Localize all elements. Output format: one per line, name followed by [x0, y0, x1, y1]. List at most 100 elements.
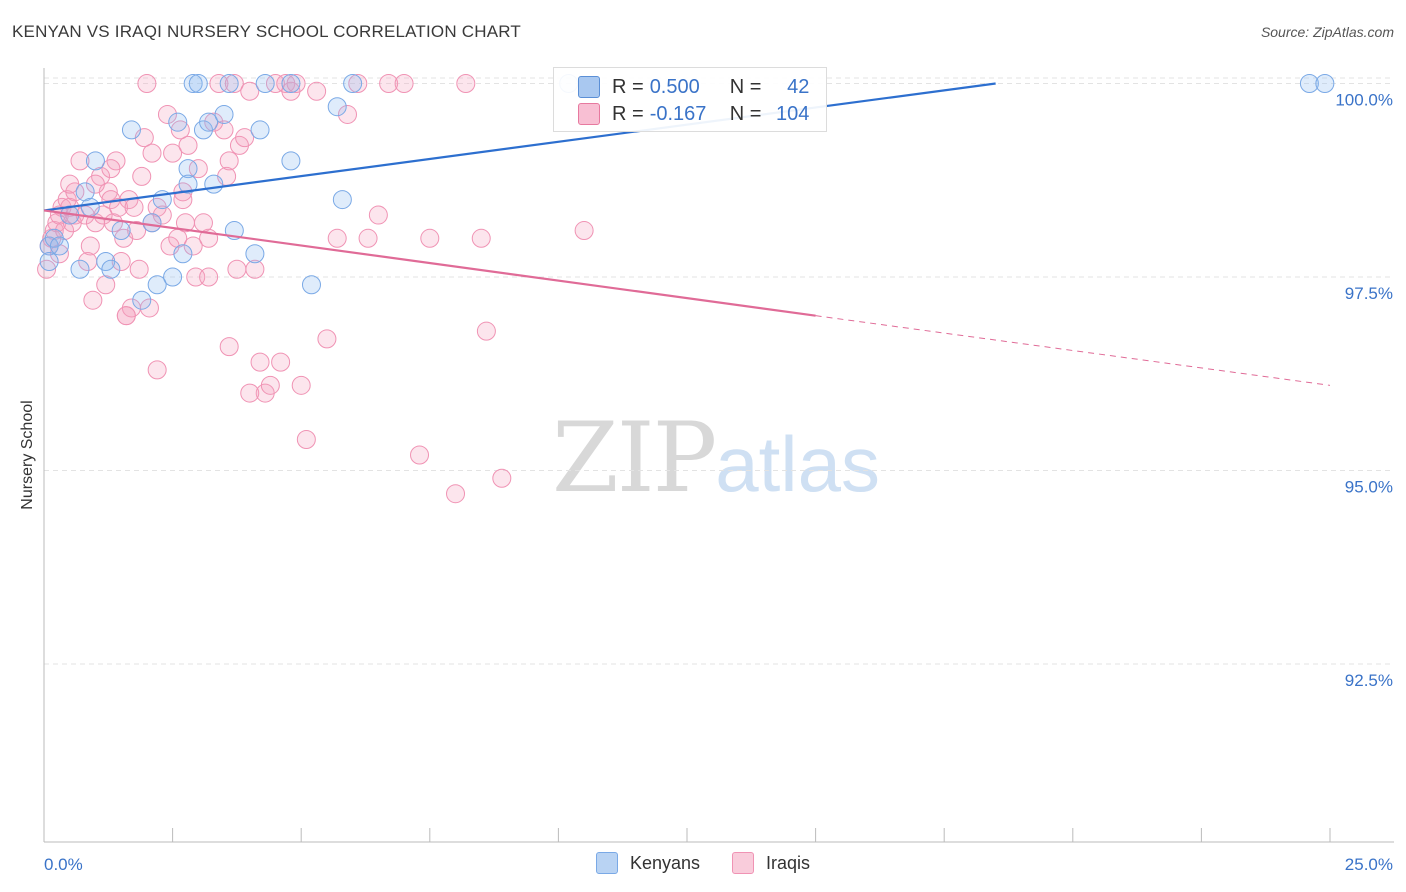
iraqi-point: [142, 143, 162, 163]
iraqi-point: [163, 143, 183, 163]
iraqi-point: [296, 430, 316, 450]
iraqi-point: [37, 259, 57, 279]
x-tick-label: 25.0%: [1345, 855, 1393, 874]
legend-row-iraqis: R = -0.167 N = 104: [578, 101, 809, 127]
iraqi-point: [188, 159, 208, 179]
iraqi-point: [574, 221, 594, 241]
iraqi-point: [394, 73, 414, 93]
r-label: R =: [612, 102, 644, 125]
chart-source: Source: ZipAtlas.com: [1260, 24, 1394, 40]
iraqi-point: [286, 73, 306, 93]
iraqi-point: [471, 228, 491, 248]
kenyan-trend-line: [43, 82, 996, 212]
iraqi-point: [227, 259, 247, 279]
iraqi-point: [204, 112, 224, 132]
iraqi-point: [307, 81, 327, 101]
n-label: N =: [729, 75, 762, 98]
kenyan-point: [188, 73, 208, 93]
bottom-legend: Kenyans Iraqis: [0, 852, 1406, 874]
iraqi-point: [209, 73, 229, 93]
iraqi-point: [214, 120, 234, 140]
kenyans-swatch: [595, 852, 618, 874]
iraqis-swatch: [732, 852, 755, 874]
iraqi-point: [183, 236, 203, 256]
iraqi-point: [124, 197, 144, 217]
iraqi-point: [224, 73, 244, 93]
iraqi-point: [44, 221, 64, 241]
iraqi-point: [96, 275, 116, 295]
iraqi-point: [101, 159, 121, 179]
iraqi-point: [157, 104, 177, 124]
iraqi-point: [476, 321, 496, 341]
stats-legend: R = 0.500 N = 42 R = -0.167 N = 104: [553, 67, 827, 132]
y-tick-label: 92.5%: [1345, 671, 1393, 690]
iraqi-point: [368, 205, 388, 225]
iraqi-point: [337, 104, 357, 124]
kenyan-point: [281, 73, 301, 93]
y-tick-label: 100.0%: [1335, 90, 1393, 109]
kenyan-point: [214, 104, 234, 124]
kenyan-point: [183, 73, 203, 93]
legend-item-kenyans[interactable]: Kenyans: [595, 852, 701, 874]
iraqi-point: [199, 267, 219, 287]
kenyan-point: [178, 159, 198, 179]
iraqi-trend-extension: [815, 315, 1331, 386]
iraqi-point: [129, 259, 149, 279]
kenyan-point: [132, 290, 152, 310]
iraqi-point: [265, 73, 285, 93]
iraqi-point: [111, 252, 131, 271]
iraqi-swatch: [578, 103, 600, 125]
kenyan-point: [173, 244, 193, 264]
kenyan-point: [204, 174, 224, 194]
iraqi-point: [250, 352, 270, 372]
iraqi-point: [410, 445, 430, 465]
iraqi-point: [219, 337, 239, 357]
kenyan-point: [111, 221, 131, 241]
r-value: -0.167: [649, 102, 707, 125]
n-value: 42: [787, 75, 810, 98]
iraqi-point: [260, 375, 280, 395]
iraqi-point: [379, 73, 399, 93]
kenyan-point: [1315, 73, 1335, 93]
kenyan-point: [75, 182, 95, 202]
kenyan-point: [121, 120, 141, 140]
n-value: 104: [776, 102, 810, 125]
iraqi-point: [420, 228, 440, 248]
iraqi-point: [358, 228, 378, 248]
r-value: 0.500: [649, 75, 700, 98]
iraqi-point: [109, 197, 129, 217]
iraqi-point: [327, 228, 347, 248]
legend-item-iraqis[interactable]: Iraqis: [732, 852, 810, 874]
iraqi-point: [170, 120, 190, 140]
kenyan-point: [70, 259, 90, 279]
iraqi-point: [446, 484, 466, 504]
x-tick-label: 0.0%: [44, 855, 83, 874]
kenyan-point: [168, 112, 188, 132]
iraqi-point: [127, 221, 147, 241]
iraqi-point: [147, 360, 167, 380]
iraqi-point: [178, 135, 198, 155]
iraqi-point: [83, 290, 103, 310]
kenyan-point: [1299, 73, 1319, 93]
kenyan-point: [301, 275, 321, 295]
iraqi-point: [492, 468, 512, 488]
kenyan-point: [163, 267, 183, 287]
iraqi-point: [55, 221, 75, 241]
iraqi-point: [348, 73, 368, 93]
watermark-zip: ZIP: [552, 402, 717, 514]
kenyan-point: [281, 151, 301, 171]
kenyan-swatch: [578, 76, 600, 98]
iraqi-point: [80, 236, 100, 256]
r-label: R =: [612, 75, 644, 98]
kenyan-point: [80, 197, 100, 217]
iraqi-point: [70, 151, 90, 171]
y-axis-label: Nursery School: [19, 400, 36, 510]
kenyan-point: [49, 236, 69, 256]
iraqi-point: [173, 190, 193, 210]
iraqi-point: [152, 205, 172, 225]
kenyan-point: [343, 73, 363, 93]
iraqi-point: [240, 383, 260, 403]
legend-kenyans-label: Kenyans: [629, 852, 701, 873]
kenyan-point: [142, 213, 162, 233]
